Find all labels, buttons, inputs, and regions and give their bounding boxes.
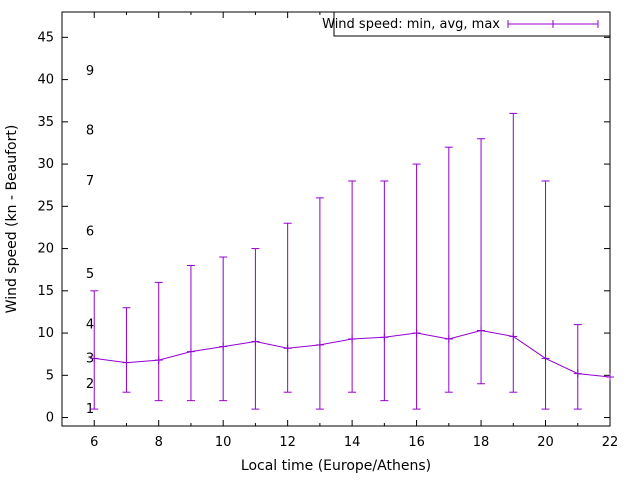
x-tick-label: 22 [602, 435, 619, 450]
beaufort-tick-labels: 1 2 3 4 5 6 7 8 9 [86, 64, 94, 417]
x-axis-ticks: 6 8 10 12 14 16 18 20 22 [90, 12, 618, 450]
legend: Wind speed: min, avg, max [322, 11, 611, 37]
x-tick-label: 20 [537, 435, 554, 450]
y-tick-label: 25 [37, 199, 54, 214]
x-tick-label: 8 [155, 435, 163, 450]
beaufort-tick-label: 4 [86, 318, 94, 333]
beaufort-tick-label: 2 [86, 377, 94, 392]
legend-label: Wind speed: min, avg, max [322, 17, 500, 32]
y-axis-title: Wind speed (kn - Beaufort) [4, 125, 20, 314]
y-tick-label: 10 [37, 326, 54, 341]
x-tick-label: 10 [215, 435, 232, 450]
plot-border [61, 11, 611, 427]
y-tick-label: 35 [37, 115, 54, 130]
beaufort-tick-label: 1 [86, 402, 94, 417]
error-bars [90, 112, 614, 410]
avg-line [94, 330, 611, 378]
beaufort-tick-label: 6 [86, 225, 94, 240]
legend-sample-errorbar [507, 20, 599, 28]
beaufort-tick-label: 5 [86, 267, 94, 282]
y-tick-label: 20 [37, 242, 54, 257]
y-tick-label: 45 [37, 30, 54, 45]
y-tick-label: 0 [46, 411, 54, 426]
x-tick-label: 6 [90, 435, 98, 450]
y-tick-label: 40 [37, 73, 54, 88]
beaufort-tick-label: 3 [86, 351, 94, 366]
x-tick-label: 16 [408, 435, 425, 450]
y-tick-label: 15 [37, 284, 54, 299]
beaufort-tick-label: 9 [86, 64, 94, 79]
y-tick-label: 30 [37, 157, 54, 172]
x-axis-title: Local time (Europe/Athens) [241, 458, 431, 474]
x-tick-label: 12 [279, 435, 296, 450]
y-tick-label: 5 [46, 368, 54, 383]
x-tick-label: 14 [344, 435, 361, 450]
x-tick-label: 18 [473, 435, 490, 450]
beaufort-tick-label: 7 [86, 174, 94, 189]
beaufort-tick-label: 8 [86, 123, 94, 138]
